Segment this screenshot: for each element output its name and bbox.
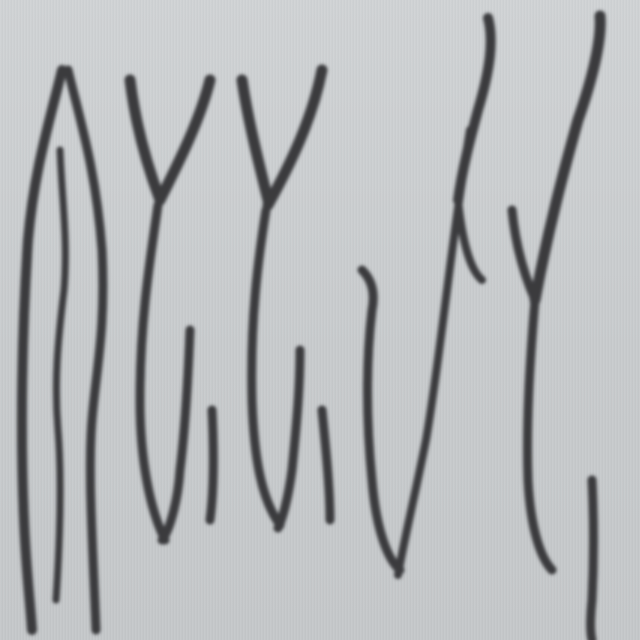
far-right-y-stem — [522, 295, 557, 575]
y-shape-2-stem — [247, 205, 285, 530]
right-long-stroke — [394, 126, 474, 579]
y-shape-1-right-arm — [154, 74, 216, 206]
far-right-y-left-arm — [507, 205, 540, 305]
y-shape-2-right-arm — [262, 64, 328, 211]
y-shape-1-stem — [135, 200, 170, 545]
left-wavy-stroke — [16, 65, 67, 635]
y-shape-2-left-arm — [236, 74, 274, 206]
left-inner-stroke — [52, 146, 69, 604]
left-wavy-stroke-2 — [63, 65, 108, 635]
u-shape-2 — [273, 345, 335, 533]
far-right-small-stroke — [586, 475, 598, 640]
u-shape-1 — [157, 325, 218, 545]
middle-notch-stroke — [357, 265, 405, 575]
far-right-y-right-arm — [529, 10, 606, 306]
y-shape-1-left-arm — [124, 74, 166, 206]
